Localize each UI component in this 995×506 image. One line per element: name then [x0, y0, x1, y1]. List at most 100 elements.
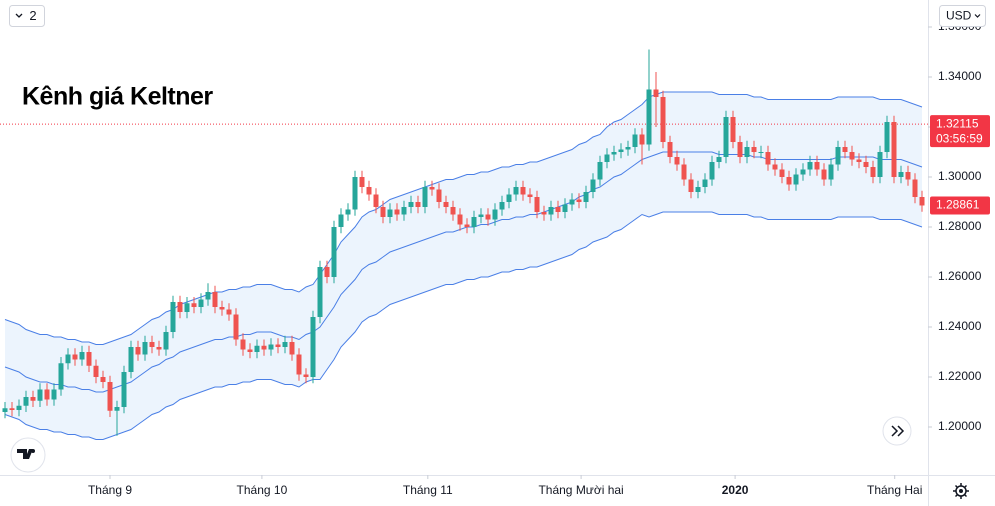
x-tick-label: Tháng 11	[403, 483, 453, 497]
candle-body	[457, 214, 463, 225]
candle-body	[562, 204, 568, 212]
y-tick-label: 1.26000	[938, 269, 982, 283]
candle-body	[9, 408, 15, 410]
candle-body	[135, 347, 141, 355]
candle-body	[625, 147, 631, 150]
candle-body	[492, 209, 498, 220]
candle-body	[849, 152, 855, 160]
candle-body	[107, 382, 113, 411]
candle-body	[149, 342, 155, 347]
tradingview-logo[interactable]	[10, 437, 46, 473]
candle-body	[380, 207, 386, 217]
candle-body	[716, 157, 722, 162]
candle-body	[93, 365, 99, 377]
candle-body	[114, 407, 120, 411]
candle-body	[898, 172, 904, 177]
candle-body	[695, 187, 701, 192]
keltner-upper	[4, 91, 923, 345]
candle-body	[828, 164, 834, 180]
candle-body	[499, 202, 505, 210]
candle-body	[268, 344, 274, 350]
candle-body	[478, 214, 484, 217]
candle-body	[905, 172, 911, 180]
x-tick-label: Tháng Mười hai	[538, 483, 623, 497]
candle-body	[37, 389, 43, 401]
candle-body	[275, 344, 281, 347]
candle-body	[170, 302, 176, 332]
interval-button[interactable]: 2	[9, 5, 45, 27]
x-tick-label: Tháng 9	[88, 483, 132, 497]
candle-body	[618, 149, 624, 152]
candle-body	[352, 177, 358, 210]
keltner-lower	[4, 211, 923, 440]
candle-body	[674, 157, 680, 165]
candle-body	[317, 267, 323, 317]
candle-body	[219, 307, 225, 310]
candle-body	[758, 152, 764, 153]
candle-body	[506, 194, 512, 202]
candle-body	[800, 169, 806, 175]
candle-body	[58, 363, 64, 390]
candle-body	[520, 187, 526, 195]
candle-body	[177, 302, 183, 312]
x-tick-label: Tháng Hai	[867, 483, 922, 497]
candle-body	[884, 122, 890, 152]
candle-body	[100, 377, 106, 382]
candle-body	[597, 162, 603, 180]
candle-body	[163, 332, 169, 350]
candle-body	[86, 352, 92, 366]
candle-body	[555, 207, 561, 212]
candle-body	[541, 212, 547, 215]
settings-button[interactable]	[953, 483, 969, 499]
candle-body	[863, 162, 869, 167]
candle-body	[569, 199, 575, 205]
candle-body	[709, 162, 715, 180]
candle-body	[786, 177, 792, 185]
candle-body	[793, 174, 799, 185]
candle-body	[891, 122, 897, 177]
currency-button[interactable]: USD	[939, 5, 986, 27]
candle-body	[807, 162, 813, 170]
candle-body	[646, 89, 652, 145]
candle-body	[261, 345, 267, 350]
x-tick-label: Tháng 10	[237, 483, 288, 497]
candle-body	[534, 197, 540, 212]
candle-body	[331, 227, 337, 277]
candle-body	[450, 207, 456, 215]
y-tick-label: 1.22000	[938, 369, 982, 383]
candle-body	[303, 374, 309, 377]
y-tick-label: 1.30000	[938, 169, 982, 183]
y-tick-label: 1.24000	[938, 319, 982, 333]
candle-body	[632, 134, 638, 147]
candle-body	[51, 389, 57, 400]
y-tick-label: 1.34000	[938, 69, 982, 83]
candle-body	[730, 117, 736, 142]
candle-body	[296, 354, 302, 375]
candle-body	[436, 189, 442, 202]
candle-body	[583, 192, 589, 202]
candle-body	[324, 267, 330, 277]
candle-body	[639, 134, 645, 145]
candle-body	[723, 117, 729, 157]
candle-body	[16, 405, 22, 410]
plot-area	[0, 49, 928, 440]
candle-body	[842, 147, 848, 152]
candle-body	[359, 177, 365, 187]
candle-body	[772, 164, 778, 170]
candle-body	[429, 187, 435, 190]
candle-body	[821, 169, 827, 180]
candle-body	[590, 179, 596, 192]
candle-body	[247, 349, 253, 352]
chevron-icon	[974, 14, 981, 18]
candle-body	[198, 299, 204, 307]
scroll-to-realtime-button[interactable]	[882, 416, 912, 446]
candle-body	[912, 179, 918, 197]
candle-body	[702, 179, 708, 187]
candle-body	[527, 194, 533, 197]
candle-body	[443, 202, 449, 207]
candle-body	[2, 408, 8, 412]
candle-body	[282, 342, 288, 347]
candle-body	[23, 397, 29, 406]
candle-body	[765, 152, 771, 165]
candle-body	[156, 347, 162, 350]
